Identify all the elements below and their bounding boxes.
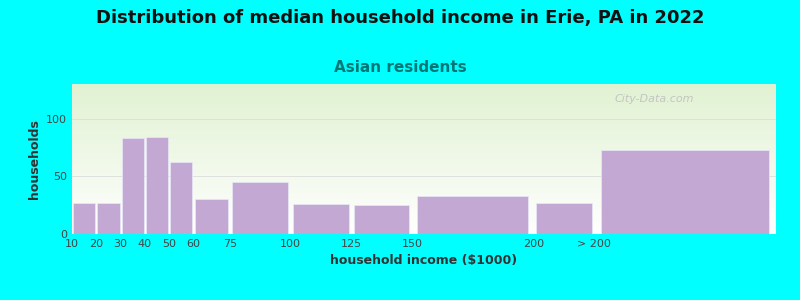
Bar: [536, 203, 591, 234]
Bar: [146, 137, 168, 234]
Bar: [417, 196, 528, 234]
Text: Distribution of median household income in Erie, PA in 2022: Distribution of median household income …: [96, 9, 704, 27]
Bar: [98, 203, 119, 234]
Bar: [602, 150, 769, 234]
Y-axis label: households: households: [27, 119, 41, 199]
X-axis label: household income ($1000): household income ($1000): [330, 254, 518, 267]
Bar: [122, 138, 144, 234]
Bar: [195, 200, 228, 234]
Bar: [354, 205, 410, 234]
Bar: [293, 204, 349, 234]
Bar: [232, 182, 288, 234]
Text: Asian residents: Asian residents: [334, 60, 466, 75]
Text: City-Data.com: City-Data.com: [614, 94, 694, 104]
Bar: [73, 203, 95, 234]
Bar: [170, 163, 193, 234]
